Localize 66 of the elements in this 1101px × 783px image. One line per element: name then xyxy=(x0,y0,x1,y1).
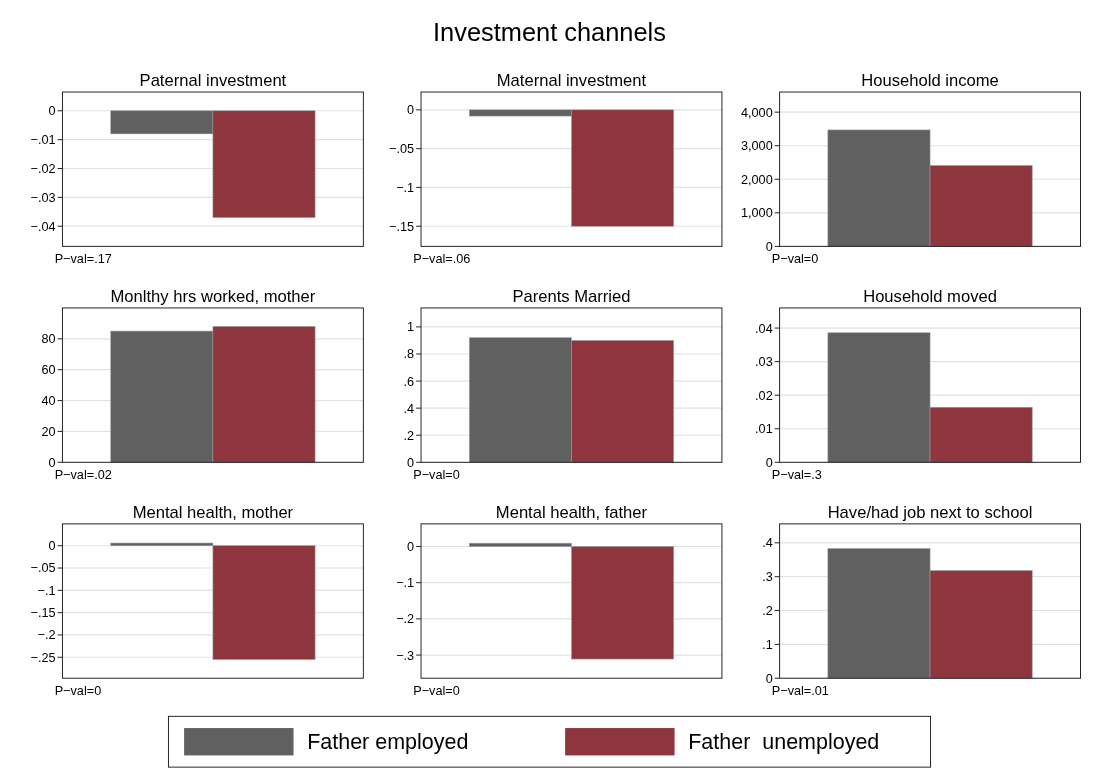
text: P−val=0 xyxy=(54,683,102,698)
y-tick-label: −.15 xyxy=(30,606,56,621)
y-tick-label: 0 xyxy=(407,539,415,554)
y-tick-label: 20 xyxy=(41,424,56,439)
text: P−val=.02 xyxy=(54,467,112,482)
y-tick-label: −.25 xyxy=(30,650,56,665)
y-tick-label: 0 xyxy=(765,455,773,470)
y-tick-label: .8 xyxy=(403,347,415,362)
y-tick-label: −.15 xyxy=(389,219,415,234)
chart-title: Household income xyxy=(861,71,999,91)
y-tick-label: 0 xyxy=(407,103,415,118)
text: P−val=.17 xyxy=(54,252,112,266)
y-tick-label: −.1 xyxy=(396,180,415,195)
chart-title: Parents Married xyxy=(512,287,631,307)
y-tick-label: 0 xyxy=(48,104,56,119)
y-tick-label: 0 xyxy=(48,539,56,554)
y-tick-label: .2 xyxy=(762,603,773,618)
chart-title: Household moved xyxy=(863,287,997,307)
y-tick-label: 0 xyxy=(765,671,773,686)
y-tick-label: 2,000 xyxy=(741,172,773,187)
text: Investment channels xyxy=(433,18,666,47)
y-tick-label: −.1 xyxy=(396,576,415,591)
y-tick-label: .2 xyxy=(403,428,415,443)
text: Father unemployed xyxy=(688,730,880,755)
y-tick-label: −.2 xyxy=(37,628,56,643)
y-tick-label: 0 xyxy=(48,455,56,470)
y-tick-label: .03 xyxy=(755,355,773,370)
chart-title: Mental health, father xyxy=(495,503,648,522)
y-tick-label: −.05 xyxy=(30,561,56,576)
chart-title: Have/had job next to school xyxy=(827,503,1033,522)
chart-title: Paternal investment xyxy=(139,71,287,91)
y-tick-label: .4 xyxy=(403,401,415,416)
text: P−val=0 xyxy=(413,467,460,482)
text: P−val=0 xyxy=(771,252,819,266)
y-tick-label: −.04 xyxy=(30,219,56,234)
y-tick-label: .01 xyxy=(755,422,773,437)
y-tick-label: .4 xyxy=(762,536,773,551)
y-tick-label: −.03 xyxy=(30,190,56,205)
text: Father employed xyxy=(307,730,469,755)
y-tick-label: 80 xyxy=(41,332,56,347)
y-tick-label: −.02 xyxy=(30,161,56,176)
y-tick-label: 3,000 xyxy=(741,139,773,154)
y-tick-label: .1 xyxy=(762,637,773,652)
y-tick-label: 40 xyxy=(41,394,56,409)
y-tick-label: −.2 xyxy=(396,612,415,627)
y-tick-label: 4,000 xyxy=(741,105,773,120)
y-tick-label: −.3 xyxy=(396,648,415,663)
y-tick-label: 1 xyxy=(407,320,415,335)
text: P−val=0 xyxy=(413,683,460,698)
chart-title: Monlthy hrs worked, mother xyxy=(110,287,316,307)
y-tick-label: .3 xyxy=(762,570,773,585)
text: P−val=.01 xyxy=(771,683,829,698)
y-tick-label: .04 xyxy=(755,321,773,336)
y-tick-label: −.05 xyxy=(389,142,415,157)
y-tick-label: 0 xyxy=(407,455,415,470)
text: P−val=.3 xyxy=(771,467,822,482)
y-tick-label: .02 xyxy=(755,388,773,403)
y-tick-label: −.1 xyxy=(37,583,56,598)
y-tick-label: .6 xyxy=(403,374,415,389)
y-tick-label: −.01 xyxy=(30,133,56,148)
chart-title: Maternal investment xyxy=(496,71,647,91)
y-tick-label: 0 xyxy=(765,239,773,254)
text: P−val=.06 xyxy=(413,252,471,266)
y-tick-label: 60 xyxy=(41,363,56,378)
chart-title: Mental health, mother xyxy=(132,503,294,522)
y-tick-label: 1,000 xyxy=(741,206,773,221)
